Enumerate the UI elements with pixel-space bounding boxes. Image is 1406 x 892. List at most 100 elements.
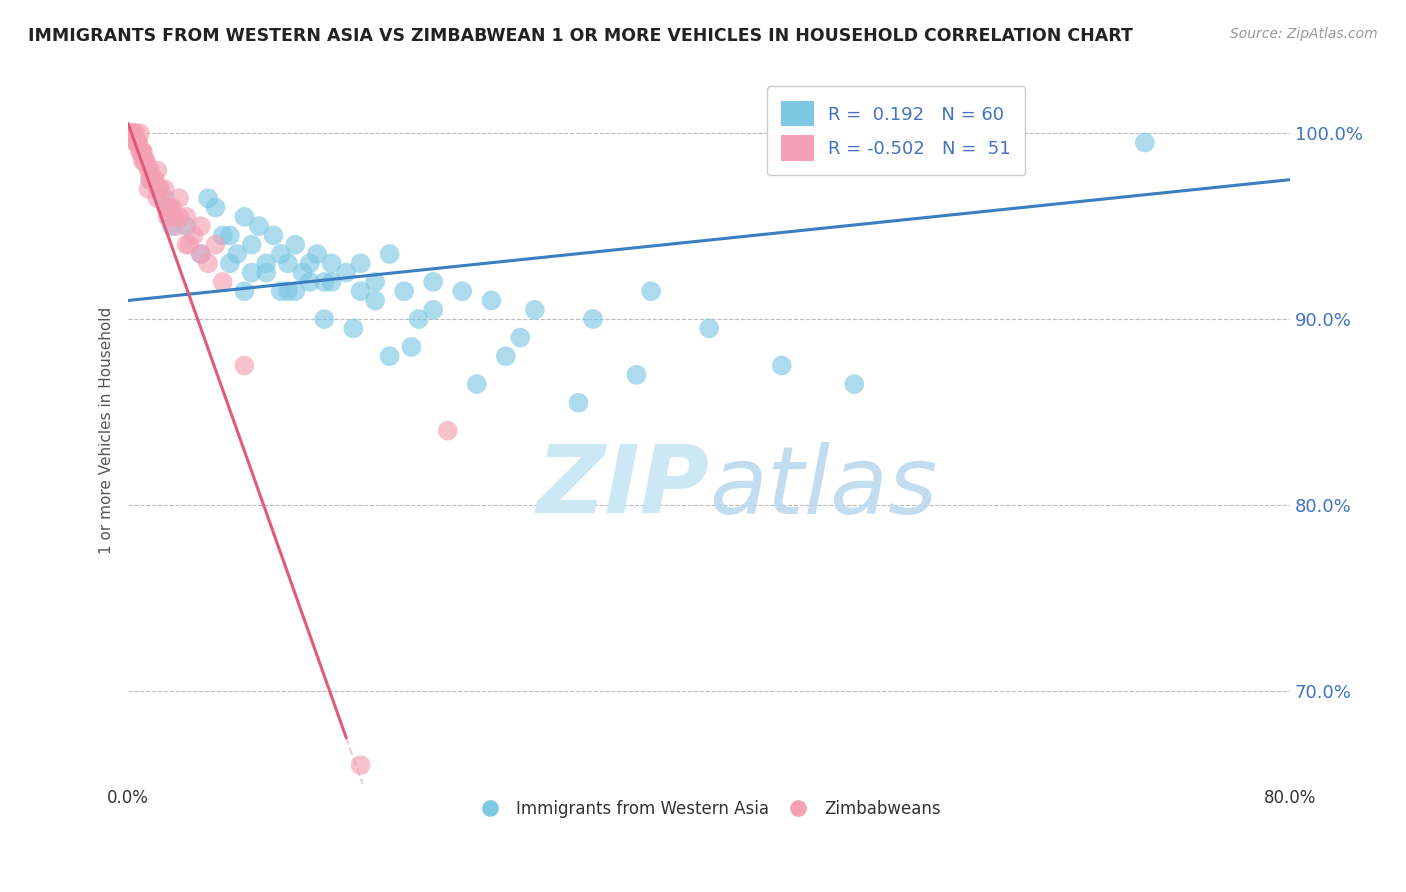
- Point: [451, 284, 474, 298]
- Point: [277, 256, 299, 270]
- Point: [1133, 136, 1156, 150]
- Point: [132, 154, 155, 169]
- Point: [197, 256, 219, 270]
- Point: [167, 210, 190, 224]
- Point: [626, 368, 648, 382]
- Point: [160, 219, 183, 234]
- Point: [148, 182, 170, 196]
- Point: [378, 247, 401, 261]
- Point: [139, 172, 162, 186]
- Point: [314, 312, 336, 326]
- Point: [219, 228, 242, 243]
- Point: [349, 256, 371, 270]
- Point: [132, 145, 155, 159]
- Point: [204, 237, 226, 252]
- Point: [155, 201, 177, 215]
- Text: IMMIGRANTS FROM WESTERN ASIA VS ZIMBABWEAN 1 OR MORE VEHICLES IN HOUSEHOLD CORRE: IMMIGRANTS FROM WESTERN ASIA VS ZIMBABWE…: [28, 27, 1133, 45]
- Point: [364, 293, 387, 308]
- Point: [422, 302, 444, 317]
- Point: [284, 237, 307, 252]
- Point: [157, 201, 180, 215]
- Point: [364, 275, 387, 289]
- Point: [176, 237, 198, 252]
- Point: [135, 154, 157, 169]
- Point: [567, 395, 589, 409]
- Point: [167, 191, 190, 205]
- Point: [127, 136, 149, 150]
- Point: [298, 256, 321, 270]
- Point: [465, 377, 488, 392]
- Point: [146, 191, 169, 205]
- Point: [197, 191, 219, 205]
- Point: [134, 154, 156, 169]
- Point: [495, 349, 517, 363]
- Point: [190, 247, 212, 261]
- Point: [149, 182, 172, 196]
- Point: [211, 275, 233, 289]
- Point: [321, 275, 343, 289]
- Point: [121, 126, 143, 140]
- Point: [335, 266, 357, 280]
- Point: [436, 424, 458, 438]
- Point: [291, 266, 314, 280]
- Point: [125, 136, 148, 150]
- Point: [844, 377, 866, 392]
- Point: [509, 331, 531, 345]
- Text: atlas: atlas: [709, 442, 938, 533]
- Point: [270, 284, 292, 298]
- Point: [342, 321, 364, 335]
- Point: [153, 191, 176, 205]
- Point: [146, 163, 169, 178]
- Point: [233, 284, 256, 298]
- Text: Source: ZipAtlas.com: Source: ZipAtlas.com: [1230, 27, 1378, 41]
- Point: [770, 359, 793, 373]
- Point: [190, 219, 212, 234]
- Point: [176, 219, 198, 234]
- Point: [277, 284, 299, 298]
- Point: [254, 266, 277, 280]
- Point: [143, 172, 166, 186]
- Point: [263, 228, 285, 243]
- Point: [349, 758, 371, 772]
- Point: [479, 293, 502, 308]
- Point: [378, 349, 401, 363]
- Point: [422, 275, 444, 289]
- Point: [408, 312, 430, 326]
- Point: [156, 210, 179, 224]
- Point: [165, 219, 187, 234]
- Point: [160, 201, 183, 215]
- Y-axis label: 1 or more Vehicles in Household: 1 or more Vehicles in Household: [100, 307, 114, 554]
- Point: [697, 321, 720, 335]
- Point: [233, 210, 256, 224]
- Point: [640, 284, 662, 298]
- Point: [139, 172, 162, 186]
- Point: [121, 126, 143, 140]
- Point: [204, 201, 226, 215]
- Legend: Immigrants from Western Asia, Zimbabweans: Immigrants from Western Asia, Zimbabwean…: [471, 794, 948, 825]
- Point: [284, 284, 307, 298]
- Point: [392, 284, 415, 298]
- Point: [138, 163, 160, 178]
- Point: [314, 275, 336, 289]
- Point: [523, 302, 546, 317]
- Point: [121, 126, 143, 140]
- Point: [138, 182, 160, 196]
- Point: [163, 210, 186, 224]
- Point: [124, 136, 146, 150]
- Point: [153, 182, 176, 196]
- Point: [179, 237, 201, 252]
- Point: [131, 145, 153, 159]
- Point: [143, 172, 166, 186]
- Point: [401, 340, 423, 354]
- Point: [183, 228, 205, 243]
- Point: [141, 172, 163, 186]
- Point: [226, 247, 249, 261]
- Point: [305, 247, 328, 261]
- Point: [128, 126, 150, 140]
- Point: [233, 359, 256, 373]
- Point: [270, 247, 292, 261]
- Point: [582, 312, 605, 326]
- Point: [211, 228, 233, 243]
- Point: [240, 237, 263, 252]
- Point: [122, 126, 145, 140]
